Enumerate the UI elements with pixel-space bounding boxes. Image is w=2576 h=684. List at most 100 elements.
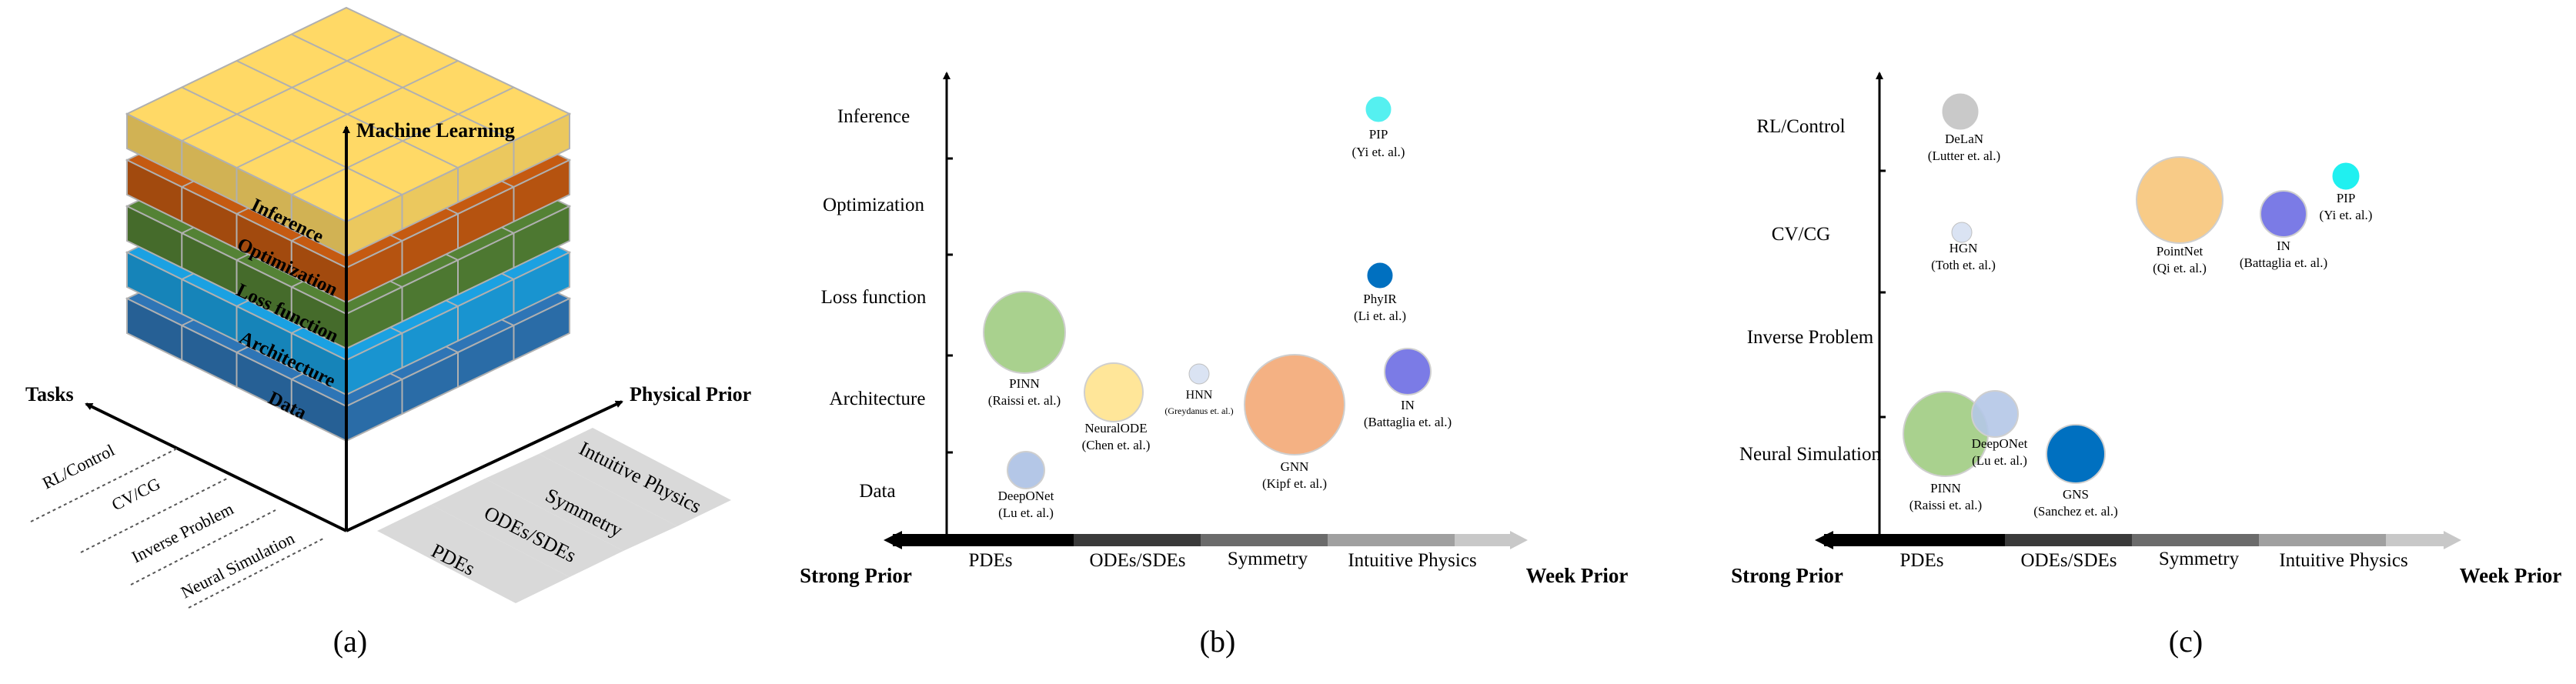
x-category: PDEs: [1900, 550, 1944, 571]
y-category: CV/CG: [1772, 224, 1830, 245]
weak-prior-label: Week Prior: [1526, 564, 1629, 587]
svg-text:(Raissi et. al.): (Raissi et. al.): [988, 393, 1061, 408]
task-label: RL/Control: [39, 440, 118, 492]
task-label: Inverse Problem: [129, 499, 236, 566]
x-category: Intuitive Physics: [2279, 550, 2407, 571]
bubble-in: IN (Battaglia et. al.): [2240, 190, 2327, 270]
bubble-pip: PIP (Yi et. al.): [1352, 95, 1405, 159]
svg-text:(Battaglia et. al.): (Battaglia et. al.): [2240, 255, 2327, 270]
prior-bar-segment: [2005, 534, 2132, 546]
bubble-hgn: HGN (Toth et. al.): [1931, 222, 1996, 272]
layer-grid-line: [181, 33, 403, 142]
caption-b: (b): [1200, 624, 1236, 659]
prior-bar-left-arrow: [884, 531, 902, 549]
svg-text:(Qi et. al.): (Qi et. al.): [2153, 261, 2207, 275]
bubble-gnn: GNN (Kipf et. al.): [1244, 354, 1345, 491]
bubble-deeponet: DeepONet (Lu et. al.): [1971, 390, 2028, 468]
svg-text:(Yi et. al.): (Yi et. al.): [2320, 208, 2373, 222]
strong-prior-label: Strong Prior: [800, 564, 912, 587]
task-label: Neural Simulation: [178, 529, 298, 602]
prior-bar-segment: [2259, 534, 2386, 546]
y-category: Loss function: [821, 287, 927, 308]
svg-text:(Chen et. al.): (Chen et. al.): [1082, 438, 1151, 452]
svg-text:(Kipf et. al.): (Kipf et. al.): [1262, 476, 1327, 491]
x-category: Intuitive Physics: [1348, 550, 1476, 571]
svg-text:PIP: PIP: [2337, 191, 2356, 205]
bubble-neuralode: NeuralODE (Chen et. al.): [1082, 362, 1151, 452]
svg-text:IN: IN: [2277, 239, 2290, 253]
prior-bar-segment: [1328, 534, 1455, 546]
bubble-in: IN (Battaglia et. al.): [1364, 348, 1452, 429]
task-guide-line: [130, 509, 276, 586]
panel-c: RL/Control CV/CG Inverse Problem Neural …: [1731, 72, 2562, 659]
prior-bar-segment: [893, 534, 1074, 546]
prior-bar-segment: [1074, 534, 1201, 546]
svg-text:DeLaN: DeLaN: [1945, 132, 1983, 146]
svg-text:GNN: GNN: [1281, 459, 1309, 474]
svg-text:(Sanchez et. al.): (Sanchez et. al.): [2033, 504, 2118, 519]
strong-prior-label: Strong Prior: [1731, 564, 1843, 587]
task-guide-line: [188, 538, 324, 609]
prior-bar-segment: [2386, 534, 2449, 546]
y-category: RL/Control: [1756, 116, 1845, 137]
x-category: ODEs/SDEs: [1089, 550, 1185, 571]
physical-prior-label: Physical Prior: [630, 383, 751, 405]
layer-grid-line: [291, 33, 514, 142]
prior-bar-right-arrow: [2444, 531, 2461, 549]
prior-bar-left-arrow: [1815, 531, 1833, 549]
prior-bar-right-arrow: [1510, 531, 1528, 549]
svg-text:(Yi et. al.): (Yi et. al.): [1352, 145, 1405, 159]
bubble-pinn: PINN (Raissi et. al.): [983, 291, 1066, 408]
svg-text:HGN: HGN: [1950, 241, 1978, 255]
prior-bar-segment: [1201, 534, 1328, 546]
task-guide-line: [80, 478, 228, 553]
svg-text:DeepONet: DeepONet: [1972, 436, 2028, 451]
weak-prior-label: Week Prior: [2460, 564, 2562, 587]
bubble-delan: DeLaN (Lutter et. al.): [1928, 92, 2000, 163]
svg-text:(Lutter et. al.): (Lutter et. al.): [1928, 148, 2000, 163]
svg-text:HNN: HNN: [1186, 389, 1213, 402]
prior-bar-segment: [1455, 534, 1516, 546]
prior-tag: Symmetry: [485, 454, 677, 551]
bubble-gns: GNS (Sanchez et. al.): [2033, 424, 2118, 519]
x-category: Symmetry: [2159, 549, 2240, 569]
bubble-deeponet: DeepONet (Lu et. al.): [998, 451, 1054, 520]
y-category: Data: [859, 481, 895, 502]
bubble-pointnet: PointNet (Qi et. al.): [2136, 156, 2224, 275]
svg-text:GNS: GNS: [2063, 487, 2089, 502]
bubble-phyir: PhyIR (Li et. al.): [1354, 262, 1406, 323]
svg-text:(Li et. al.): (Li et. al.): [1354, 309, 1406, 323]
svg-text:PINN: PINN: [1930, 481, 1961, 495]
bubble-hnn: HNN (Greydanus et. al.): [1164, 363, 1234, 416]
task-guide-line: [30, 447, 179, 522]
x-category: PDEs: [969, 550, 1013, 571]
y-category-line: Inverse Problem: [1747, 327, 1874, 348]
svg-text:(Raissi et. al.): (Raissi et. al.): [1909, 498, 1982, 512]
caption-a: (a): [333, 624, 367, 659]
svg-text:PIP: PIP: [1369, 127, 1388, 142]
prior-bar-segment: [1824, 534, 2005, 546]
y-category: Architecture: [830, 389, 926, 409]
task-label: CV/CG: [109, 474, 163, 515]
y-category: Inference: [837, 106, 910, 127]
svg-text:PointNet: PointNet: [2157, 244, 2203, 259]
svg-text:PhyIR: PhyIR: [1363, 292, 1397, 306]
layer-grid-line: [236, 60, 459, 168]
x-category: ODEs/SDEs: [2020, 550, 2117, 571]
svg-text:(Lu et. al.): (Lu et. al.): [1972, 453, 2027, 468]
svg-text:(Greydanus et. al.): (Greydanus et. al.): [1164, 405, 1233, 416]
machine-learning-label: Machine Learning: [356, 119, 515, 142]
bubble-pinn: PINN (Raissi et. al.): [1903, 391, 1989, 512]
svg-text:(Toth et. al.): (Toth et. al.): [1931, 258, 1996, 272]
prior-axis: [346, 400, 623, 532]
bubble-pip: PIP (Yi et. al.): [2320, 162, 2373, 222]
panel-b: Inference Optimization Loss function Arc…: [800, 72, 1629, 659]
svg-text:(Lu et. al.): (Lu et. al.): [998, 505, 1054, 520]
svg-text:(Battaglia et. al.): (Battaglia et. al.): [1364, 415, 1452, 429]
prior-bar-segment: [2132, 534, 2259, 546]
y-category-line: Neural Simulation: [1739, 444, 1881, 465]
tasks-label: Tasks: [25, 383, 74, 405]
